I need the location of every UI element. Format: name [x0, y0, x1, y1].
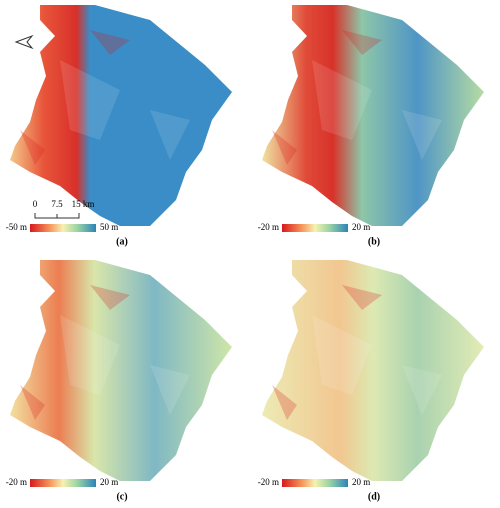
colorbar-max-label: 20 m — [100, 477, 118, 487]
map-panel: -20 m 20 m (b) — [258, 5, 484, 247]
colorbar-max-label: 20 m — [352, 222, 370, 232]
map-texture — [272, 285, 382, 420]
map-panel: -20 m 20 m (c) — [6, 260, 232, 502]
map-texture — [20, 30, 130, 165]
panel-label: (b) — [368, 236, 380, 247]
scale-label: 7.5 — [51, 199, 63, 209]
colorbar-min-label: -50 m — [6, 222, 27, 232]
map-area — [262, 5, 484, 226]
colorbar — [30, 224, 96, 232]
map-panel: 0 7.5 15 km -50 m 50 m (a) — [6, 5, 232, 247]
panel-label: (a) — [116, 236, 128, 247]
colorbar-min-label: -20 m — [258, 477, 279, 487]
colorbar-max-label: 50 m — [100, 222, 118, 232]
colorbar — [282, 224, 348, 232]
map-texture — [20, 285, 130, 420]
colorbar-min-label: -20 m — [258, 222, 279, 232]
north-arrow — [14, 34, 34, 50]
colorbar-min-label: -20 m — [6, 477, 27, 487]
panel-label: (c) — [116, 491, 127, 502]
map-texture — [312, 315, 442, 415]
scale-bar — [34, 213, 80, 219]
map-area — [262, 260, 484, 481]
colorbar — [282, 479, 348, 487]
map-panel: -20 m 20 m (d) — [258, 260, 484, 502]
map-area — [10, 5, 232, 226]
colorbar — [30, 479, 96, 487]
panel-label: (d) — [368, 491, 380, 502]
scale-label: 0 — [33, 199, 38, 209]
map-texture — [60, 60, 190, 160]
colorbar-max-label: 20 m — [352, 477, 370, 487]
map-texture — [272, 30, 382, 165]
map-texture — [60, 315, 190, 415]
scale-label: 15 km — [72, 199, 95, 209]
map-texture — [312, 60, 442, 160]
map-area — [10, 260, 232, 481]
